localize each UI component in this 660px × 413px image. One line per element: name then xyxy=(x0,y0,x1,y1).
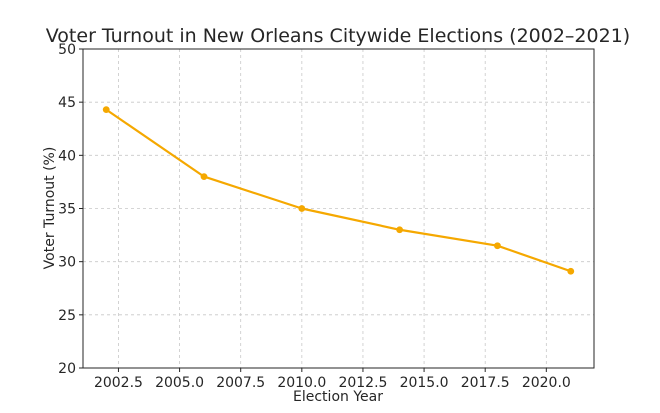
y-tick-label: 45 xyxy=(58,95,76,111)
x-tick-label: 2015.0 xyxy=(400,375,449,391)
y-axis-label: Voter Turnout (%) xyxy=(42,147,58,270)
x-tick-label: 2012.5 xyxy=(338,375,387,391)
y-tick-label: 20 xyxy=(58,361,76,377)
y-tick-label: 30 xyxy=(58,255,76,271)
series-line xyxy=(105,108,572,273)
chart-title: Voter Turnout in New Orleans Citywide El… xyxy=(46,25,630,47)
data-point xyxy=(298,205,306,212)
x-tick-label: 2020.0 xyxy=(522,375,571,391)
data-point xyxy=(396,226,404,234)
data-point xyxy=(200,173,208,181)
y-tick-label: 50 xyxy=(58,42,76,58)
x-tick-label: 2010.0 xyxy=(277,375,326,391)
x-tick-label: 2007.5 xyxy=(216,375,265,391)
x-axis-label: Election Year xyxy=(293,389,383,405)
x-tick-label: 2017.5 xyxy=(461,375,510,391)
data-point xyxy=(494,242,501,250)
grid xyxy=(83,48,594,369)
ticks: 2002.5 2005.0 2007.5 2010.0 2012.5 2015.0 2017… xyxy=(58,42,571,391)
series-layer xyxy=(102,106,575,275)
y-tick-label: 25 xyxy=(58,308,76,324)
data-point xyxy=(567,267,575,275)
data-point xyxy=(102,106,110,114)
y-tick-label: 40 xyxy=(58,148,76,164)
y-tick-label: 35 xyxy=(58,202,76,218)
x-tick-label: 2002.5 xyxy=(94,375,143,391)
x-tick-label: 2005.0 xyxy=(155,375,204,391)
